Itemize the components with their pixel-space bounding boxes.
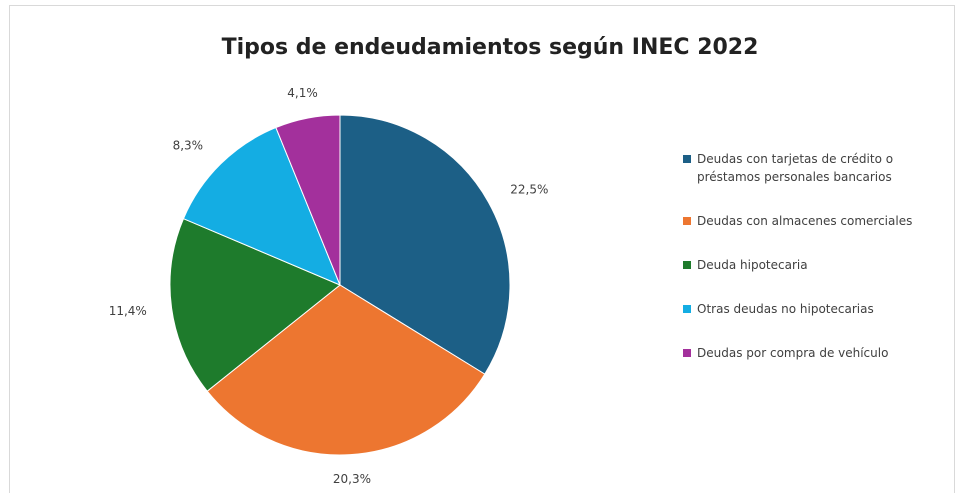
- legend-item: Deudas con almacenes comerciales: [683, 212, 958, 230]
- legend-label: Deudas con tarjetas de crédito o préstam…: [697, 152, 894, 184]
- pie-slice: [339, 114, 511, 375]
- pie-slice: [169, 217, 341, 392]
- data-label: 8,3%: [173, 139, 204, 153]
- chart-title: Tipos de endeudamientos según INEC 2022: [222, 35, 759, 60]
- legend-item: Deudas con tarjetas de crédito o préstam…: [683, 150, 958, 186]
- data-label: 4,1%: [287, 86, 318, 100]
- legend-swatch: [683, 155, 691, 163]
- legend-label: Deudas con almacenes comerciales: [697, 214, 913, 228]
- legend-item: Deudas por compra de vehículo: [683, 344, 958, 362]
- legend-swatch: [683, 305, 691, 313]
- legend-swatch: [683, 349, 691, 357]
- data-label: 22,5%: [510, 182, 548, 196]
- legend-item: Deuda hipotecaria: [683, 256, 958, 274]
- legend-label: Deudas por compra de vehículo: [697, 346, 889, 360]
- legend: Deudas con tarjetas de crédito o préstam…: [683, 150, 958, 388]
- data-label: 20,3%: [333, 472, 371, 486]
- legend-label: Deuda hipotecaria: [697, 258, 808, 272]
- pie-slice: [275, 114, 341, 286]
- legend-item: Otras deudas no hipotecarias: [683, 300, 958, 318]
- data-label: 11,4%: [109, 304, 147, 318]
- legend-swatch: [683, 217, 691, 225]
- pie-slice: [182, 126, 341, 286]
- pie-slice: [206, 284, 486, 456]
- legend-swatch: [683, 261, 691, 269]
- legend-label: Otras deudas no hipotecarias: [697, 302, 874, 316]
